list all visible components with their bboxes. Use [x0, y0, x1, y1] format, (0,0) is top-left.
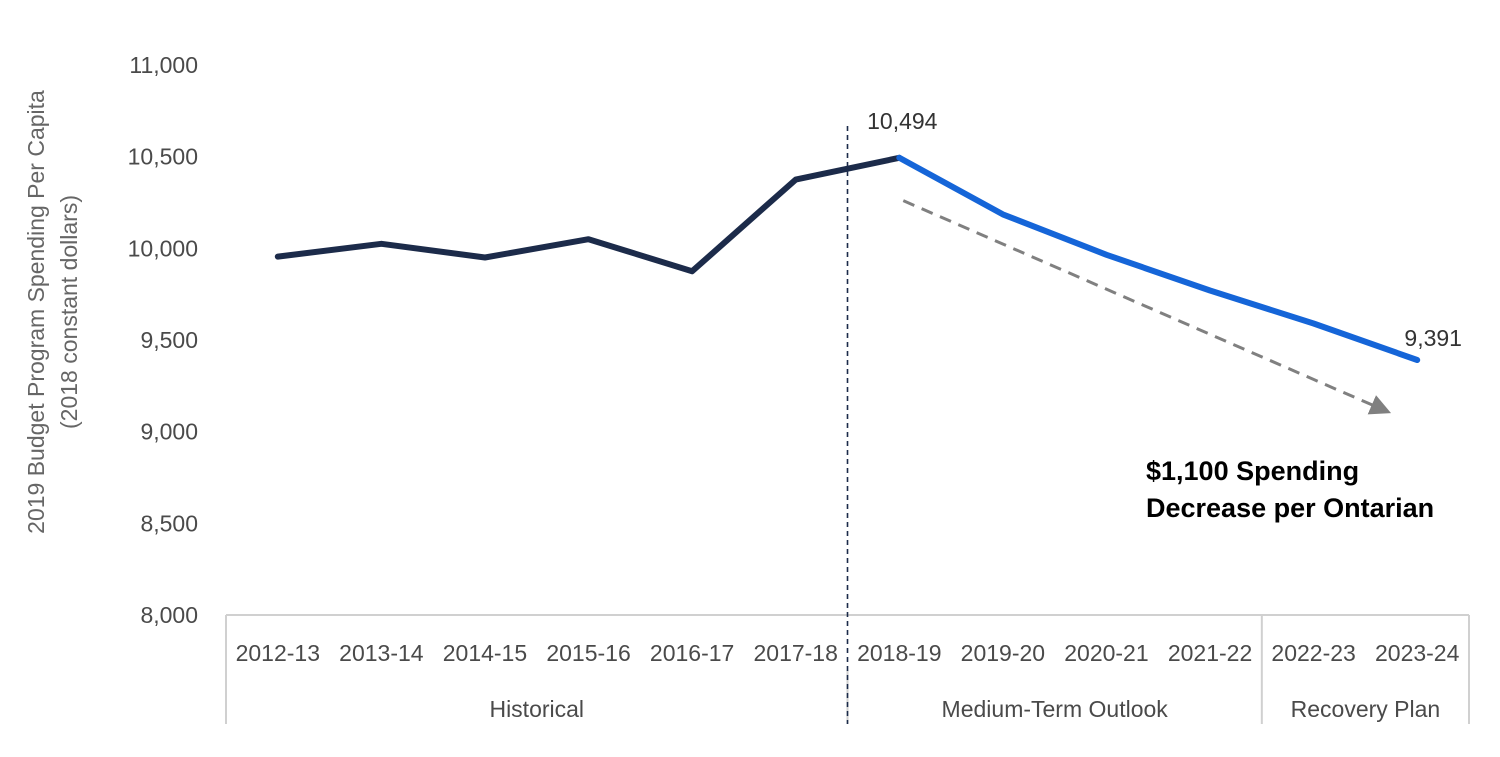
y-tick-label: 8,500: [140, 510, 198, 536]
x-axis-groups: Historical Medium-Term Outlook Recovery Pl…: [489, 696, 1440, 722]
y-axis-ticks: 8,000 8,500 9,000 9,500 10,000 10,500 11,000: [128, 52, 198, 628]
series-lines: [274, 154, 1421, 363]
y-tick-label: 9,500: [140, 327, 198, 353]
data-labels: 10,494 9,391: [867, 108, 1462, 351]
trend-arrow-line: [902, 199, 1392, 415]
group-label: Medium-Term Outlook: [942, 696, 1169, 722]
trend-arrow: [902, 199, 1392, 415]
group-label: Historical: [489, 696, 584, 722]
y-axis-sublabel: (2018 constant dollars): [56, 195, 82, 429]
y-tick-label: 8,000: [140, 602, 198, 628]
x-tick-label: 2022-23: [1271, 640, 1355, 666]
x-tick-label: 2018-19: [857, 640, 941, 666]
y-tick-label: 9,000: [140, 419, 198, 445]
x-tick-label: 2020-21: [1064, 640, 1148, 666]
y-tick-label: 11,000: [129, 52, 198, 78]
group-label: Recovery Plan: [1291, 696, 1441, 722]
x-tick-label: 2016-17: [650, 640, 734, 666]
projected-series-line: [896, 154, 1421, 363]
y-tick-label: 10,500: [128, 144, 198, 170]
y-axis-title: 2019 Budget Program Spending Per Capita …: [23, 90, 82, 534]
annotation-line-1: $1,100 Spending: [1146, 456, 1359, 486]
x-tick-label: 2023-24: [1375, 640, 1460, 666]
x-tick-label: 2012-13: [236, 640, 320, 666]
y-axis-label: 2019 Budget Program Spending Per Capita: [23, 90, 49, 534]
x-tick-label: 2021-22: [1168, 640, 1252, 666]
x-tick-label: 2013-14: [339, 640, 424, 666]
x-tick-label: 2014-15: [443, 640, 527, 666]
data-label: 10,494: [867, 108, 938, 134]
x-tick-label: 2019-20: [961, 640, 1045, 666]
spending-decrease-annotation: $1,100 Spending Decrease per Ontarian: [1146, 456, 1434, 523]
x-tick-label: 2015-16: [546, 640, 630, 666]
x-tick-label: 2017-18: [753, 640, 837, 666]
data-label: 9,391: [1404, 325, 1462, 351]
x-axis-ticks: 2012-13 2013-14 2014-15 2015-16 2016-17 2017-…: [236, 640, 1460, 666]
y-tick-label: 10,000: [128, 235, 198, 261]
annotation-line-2: Decrease per Ontarian: [1146, 493, 1434, 523]
historical-series-line: [274, 154, 903, 275]
